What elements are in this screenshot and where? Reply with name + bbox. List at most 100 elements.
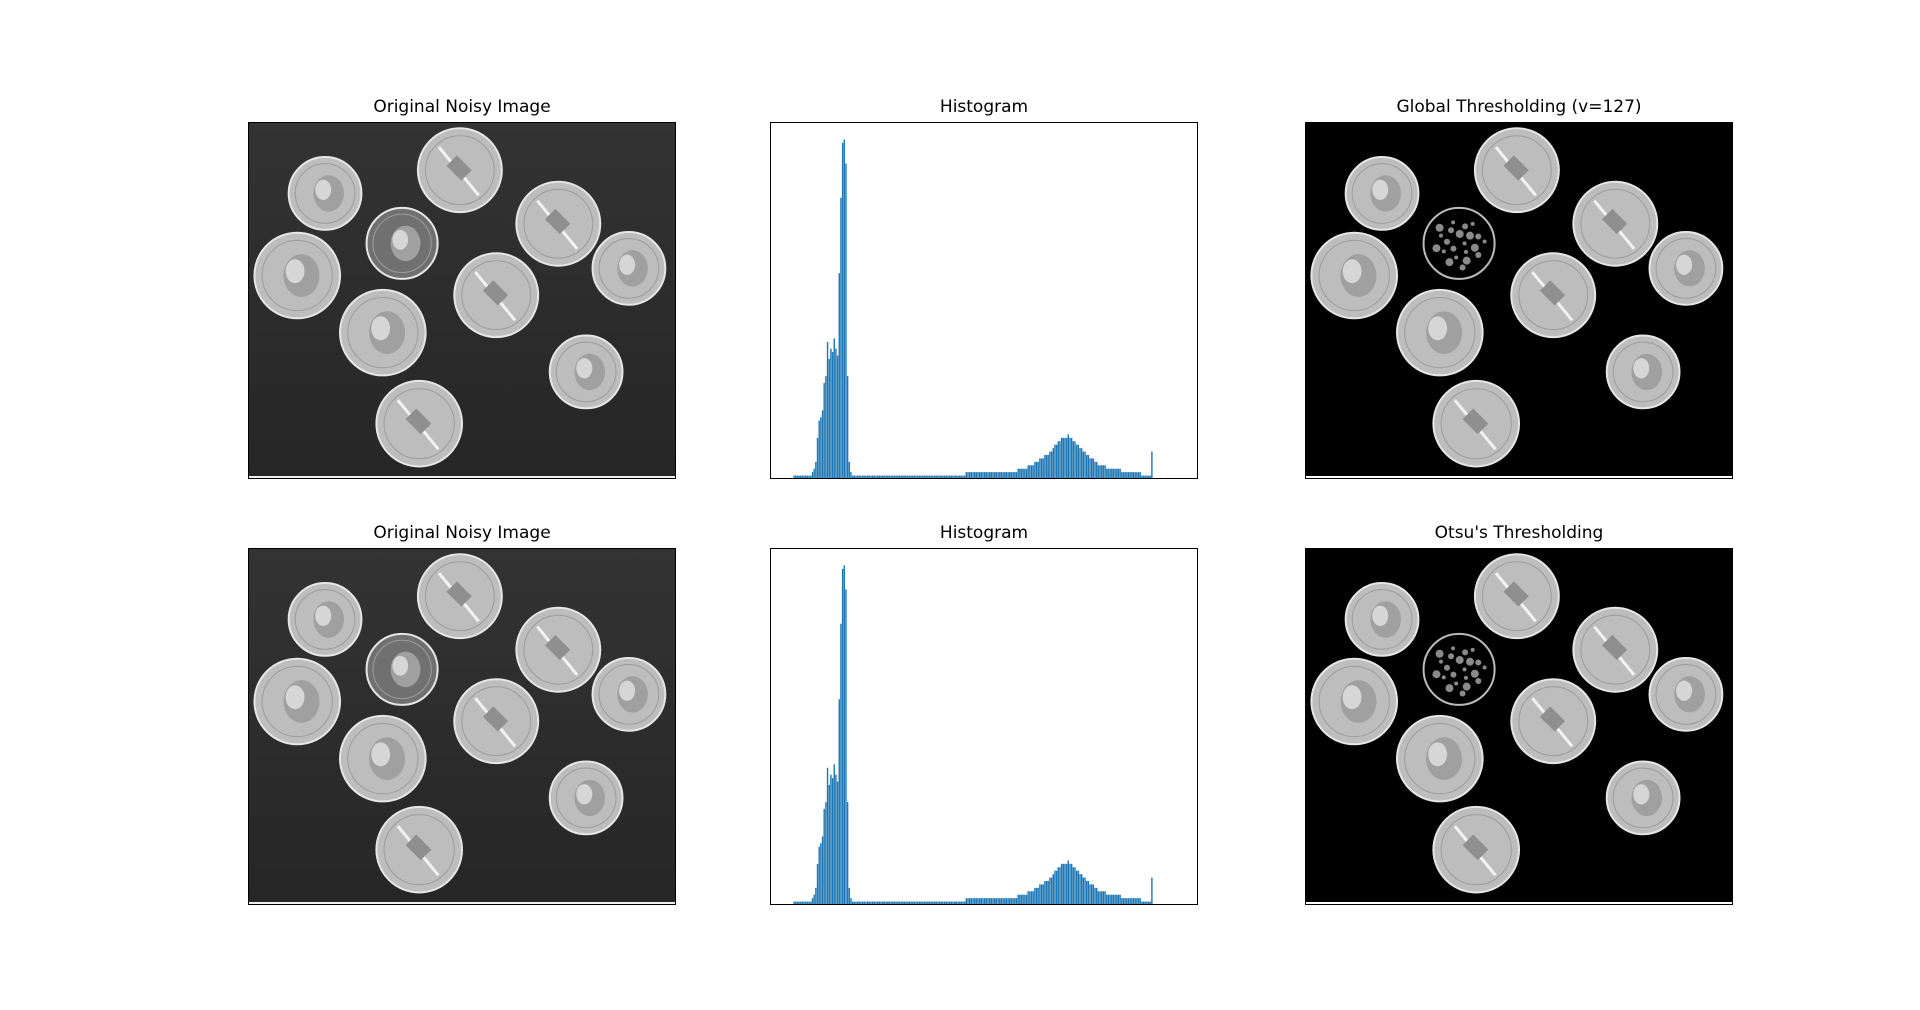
histogram-bar xyxy=(1116,468,1118,479)
histogram-bar xyxy=(793,901,795,905)
histogram-bar xyxy=(796,901,799,905)
histogram-bar xyxy=(965,898,968,905)
histogram-bar xyxy=(810,901,812,905)
histogram-bar xyxy=(1057,867,1059,905)
histogram-bar xyxy=(1126,898,1128,905)
histogram-bar xyxy=(978,472,981,479)
histogram-bar xyxy=(1146,475,1148,479)
histogram-bar xyxy=(1000,898,1003,905)
histogram-bar xyxy=(836,781,839,905)
panel-6: Otsu's Thresholding xyxy=(1305,523,1733,905)
histogram-bar xyxy=(917,901,919,905)
histogram-bar xyxy=(795,475,797,479)
histogram-bar xyxy=(953,901,956,905)
histogram-bar xyxy=(967,472,969,479)
histogram-bar xyxy=(903,901,906,905)
histogram-bar xyxy=(1029,465,1031,479)
histogram-bar xyxy=(815,461,817,479)
histogram-bar xyxy=(1062,863,1064,905)
histogram-bar xyxy=(957,901,959,905)
panel-title: Histogram xyxy=(939,523,1029,543)
histogram-bar xyxy=(823,382,825,479)
histogram-bar xyxy=(920,901,922,905)
histogram-bar xyxy=(1027,465,1029,479)
coin xyxy=(339,714,427,803)
histogram-bar xyxy=(1094,461,1096,479)
histogram-bar xyxy=(1091,884,1093,905)
histogram-bar xyxy=(915,475,917,479)
histogram-bar xyxy=(1077,870,1080,905)
histogram-bar xyxy=(801,475,804,479)
histogram-bar xyxy=(955,475,957,479)
histogram-bar xyxy=(997,472,999,479)
histogram-bar xyxy=(892,901,894,905)
histogram-bar xyxy=(1131,898,1133,905)
histogram-bar xyxy=(913,475,916,479)
histogram-bar xyxy=(1085,454,1088,479)
histogram-bar xyxy=(1024,894,1026,905)
histogram-bar xyxy=(1050,451,1053,479)
histogram-bar xyxy=(1054,444,1056,479)
histogram-bar xyxy=(825,802,827,905)
histogram-bar xyxy=(938,475,941,479)
coin xyxy=(1605,334,1681,410)
histogram-bar xyxy=(1075,870,1078,905)
histogram-bar xyxy=(999,898,1001,905)
histogram-bar xyxy=(1117,468,1120,479)
histogram-bar xyxy=(800,475,802,479)
histogram-bar xyxy=(970,898,973,905)
histogram-bar xyxy=(826,767,829,905)
histogram-bar xyxy=(1080,448,1083,479)
histogram-bar xyxy=(953,475,956,479)
panel-1: Original Noisy Image xyxy=(248,97,676,479)
panel-2: Histogram xyxy=(770,97,1198,480)
histogram-bar xyxy=(958,901,961,905)
histogram-bar xyxy=(940,475,942,479)
histogram-bar xyxy=(1142,901,1145,905)
histogram-bar xyxy=(963,901,966,905)
histogram-bar xyxy=(960,475,963,479)
histogram-bar xyxy=(977,472,979,479)
histogram-bar xyxy=(1042,458,1044,479)
histogram-bar xyxy=(1019,894,1021,905)
histogram-bar xyxy=(958,475,961,479)
histogram-bar xyxy=(1089,458,1091,479)
histogram-bar xyxy=(823,808,825,905)
histogram-bar xyxy=(808,901,810,905)
histogram-bar xyxy=(871,901,874,905)
coin xyxy=(1396,288,1484,377)
histogram-bar xyxy=(866,901,869,905)
histogram-bar xyxy=(900,901,902,905)
histogram-bar xyxy=(1020,468,1023,479)
histogram-bar xyxy=(873,901,876,905)
histogram-bar xyxy=(963,475,966,479)
histogram-bar xyxy=(1080,874,1083,905)
histogram-bar xyxy=(1122,898,1125,905)
histogram-bar xyxy=(935,901,937,905)
histogram-bar xyxy=(1092,458,1095,479)
histogram-bar xyxy=(1124,898,1126,905)
histogram-bar xyxy=(826,341,829,479)
coin xyxy=(287,156,363,231)
histogram-bar xyxy=(1015,472,1018,479)
histogram-bar xyxy=(866,475,869,479)
histogram-bar xyxy=(932,901,934,905)
histogram-bar xyxy=(840,623,842,905)
coin xyxy=(1572,606,1659,693)
histogram-bar xyxy=(927,475,929,479)
histogram-bar xyxy=(865,901,867,905)
histogram-bar xyxy=(962,901,964,905)
histogram-bar xyxy=(1069,863,1071,905)
histogram-bar xyxy=(848,887,850,905)
histogram-bar xyxy=(811,898,814,905)
histogram-bar xyxy=(893,475,896,479)
histogram-bar xyxy=(1132,472,1135,479)
histogram-bar xyxy=(820,843,822,905)
histogram-bar xyxy=(835,348,837,479)
histogram-bar xyxy=(875,901,877,905)
histogram-bar xyxy=(1097,465,1100,479)
histogram-bar xyxy=(1034,461,1036,479)
histogram-bar xyxy=(887,475,889,479)
histogram-bar xyxy=(950,475,952,479)
histogram-bar xyxy=(937,901,939,905)
